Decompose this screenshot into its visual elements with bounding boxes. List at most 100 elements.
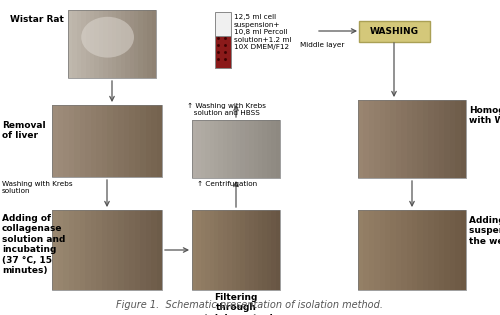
Bar: [68, 105, 74, 177]
Text: Figure 1.  Schematic presentation of isolation method.: Figure 1. Schematic presentation of isol…: [116, 300, 384, 310]
Bar: [245, 120, 249, 178]
Bar: [112, 210, 118, 290]
Bar: [374, 100, 380, 178]
Bar: [74, 210, 80, 290]
Bar: [390, 100, 396, 178]
Bar: [134, 105, 140, 177]
Bar: [156, 105, 162, 177]
Text: Washing with Krebs
solution: Washing with Krebs solution: [2, 181, 72, 194]
Bar: [215, 12, 231, 36]
Bar: [406, 210, 412, 290]
Bar: [358, 210, 364, 290]
Ellipse shape: [81, 17, 134, 58]
Bar: [258, 120, 262, 178]
Text: Adding of
collagenase
solution and
incubating
(37 °C, 15
minutes): Adding of collagenase solution and incub…: [2, 214, 66, 275]
Bar: [232, 120, 236, 178]
Bar: [412, 210, 418, 290]
Bar: [80, 210, 85, 290]
Bar: [151, 210, 156, 290]
Bar: [434, 210, 439, 290]
Bar: [380, 100, 385, 178]
Bar: [96, 105, 102, 177]
Bar: [439, 100, 444, 178]
Bar: [205, 120, 210, 178]
FancyBboxPatch shape: [358, 20, 430, 42]
Bar: [385, 100, 390, 178]
Bar: [90, 105, 96, 177]
Text: ↑ Washing with Krebs
   solution and HBSS: ↑ Washing with Krebs solution and HBSS: [187, 103, 266, 116]
Bar: [58, 210, 63, 290]
Bar: [68, 210, 74, 290]
Bar: [96, 210, 102, 290]
Bar: [72, 10, 77, 78]
Bar: [444, 100, 450, 178]
Bar: [112, 10, 116, 78]
Text: Middle layer: Middle layer: [300, 42, 344, 48]
Bar: [439, 210, 444, 290]
Bar: [143, 10, 147, 78]
Bar: [152, 10, 156, 78]
Bar: [121, 10, 125, 78]
Bar: [455, 210, 460, 290]
Bar: [52, 210, 58, 290]
Bar: [107, 105, 112, 177]
Bar: [374, 210, 380, 290]
Bar: [99, 10, 103, 78]
Bar: [146, 210, 151, 290]
Bar: [262, 120, 267, 178]
Bar: [63, 210, 68, 290]
Bar: [385, 210, 390, 290]
Bar: [460, 210, 466, 290]
Bar: [364, 210, 369, 290]
Bar: [146, 105, 151, 177]
Bar: [401, 210, 406, 290]
Bar: [107, 210, 112, 290]
Bar: [428, 100, 434, 178]
Bar: [369, 210, 374, 290]
Bar: [201, 120, 205, 178]
Bar: [460, 100, 466, 178]
Bar: [156, 210, 162, 290]
Bar: [254, 120, 258, 178]
Bar: [401, 100, 406, 178]
Bar: [240, 210, 245, 290]
Bar: [85, 210, 90, 290]
Bar: [134, 210, 140, 290]
Bar: [227, 210, 232, 290]
Bar: [215, 36, 231, 68]
Bar: [210, 120, 214, 178]
Bar: [140, 210, 145, 290]
Bar: [192, 120, 280, 178]
Bar: [271, 210, 276, 290]
Bar: [428, 210, 434, 290]
Bar: [412, 100, 418, 178]
Bar: [249, 210, 254, 290]
Bar: [134, 10, 138, 78]
Bar: [196, 120, 201, 178]
Bar: [434, 100, 439, 178]
Bar: [444, 210, 450, 290]
Bar: [86, 10, 90, 78]
Text: Wistar Rat: Wistar Rat: [10, 15, 64, 24]
Bar: [240, 120, 245, 178]
Bar: [236, 120, 240, 178]
Bar: [108, 10, 112, 78]
Bar: [262, 210, 267, 290]
Bar: [276, 210, 280, 290]
Bar: [423, 100, 428, 178]
Bar: [80, 105, 85, 177]
Bar: [232, 210, 236, 290]
Bar: [210, 210, 214, 290]
Bar: [151, 105, 156, 177]
Bar: [223, 120, 227, 178]
Bar: [147, 10, 152, 78]
Bar: [102, 210, 107, 290]
Bar: [63, 105, 68, 177]
Bar: [450, 210, 455, 290]
Bar: [390, 210, 396, 290]
Bar: [271, 120, 276, 178]
Bar: [254, 210, 258, 290]
Bar: [218, 120, 223, 178]
Bar: [423, 210, 428, 290]
Text: Filtering
through
stainless steel
sieve: Filtering through stainless steel sieve: [199, 293, 273, 315]
